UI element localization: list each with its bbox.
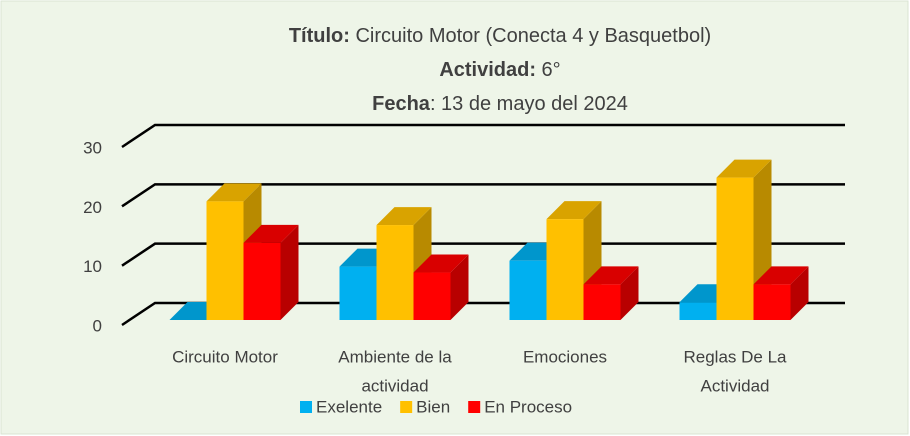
bar-top [376, 207, 432, 226]
bar-front [753, 284, 791, 320]
chart-title: Actividad: 6° [439, 59, 560, 81]
bar-side [280, 224, 299, 320]
title-text: 6° [536, 59, 561, 81]
bar-front [376, 225, 414, 320]
legend-label: En Proceso [484, 397, 572, 416]
bar-top [413, 254, 469, 273]
bar-front [546, 219, 584, 320]
grid-line [121, 123, 845, 149]
bar-top [546, 201, 602, 220]
bar-top [753, 266, 809, 285]
bar [753, 266, 809, 320]
title-bold: Título: [289, 25, 350, 47]
bar-front [509, 260, 547, 320]
legend-swatch [300, 401, 312, 413]
legend-label: Exelente [316, 397, 382, 416]
bar-front [679, 302, 717, 320]
bar-front [206, 201, 244, 320]
grid-line [121, 242, 845, 267]
chart-title: Título: Circuito Motor (Conecta 4 y Basq… [289, 25, 711, 47]
bar-top [716, 159, 772, 178]
title-bold: Actividad: [439, 59, 536, 81]
bar-side [620, 266, 639, 320]
y-tick-label: 30 [83, 138, 102, 157]
title-text: Circuito Motor (Conecta 4 y Basquetbol) [350, 25, 711, 47]
bar [546, 201, 602, 320]
bar [243, 224, 299, 320]
grid-line [121, 183, 845, 208]
x-tick-label: Circuito Motor [172, 347, 278, 366]
y-tick-label: 20 [83, 198, 102, 217]
bar-front [243, 242, 281, 320]
bar-front [413, 272, 451, 320]
chart-title: Fecha: 13 de mayo del 2024 [372, 93, 628, 115]
bar-front [716, 177, 754, 320]
bar-side [450, 254, 469, 320]
x-tick-label: Ambiente de la [338, 347, 452, 366]
x-tick-label: actividad [361, 376, 428, 395]
legend-swatch [400, 401, 413, 413]
legend-label: Bien [416, 397, 450, 416]
title-text: : 13 de mayo del 2024 [430, 93, 628, 115]
bar [583, 266, 639, 320]
title-bold: Fecha [372, 93, 431, 115]
bar-top [243, 224, 299, 243]
bar-side [790, 266, 809, 320]
bar-top [583, 266, 639, 285]
bar-front [583, 284, 621, 320]
x-tick-label: Emociones [523, 347, 607, 366]
x-tick-label: Reglas De La [683, 347, 787, 366]
bar [413, 254, 469, 320]
x-tick-label: Actividad [701, 376, 770, 395]
legend-swatch [468, 401, 481, 413]
bar-top [206, 183, 262, 202]
y-tick-label: 10 [83, 257, 102, 276]
y-tick-label: 0 [93, 316, 102, 335]
bar-front [339, 266, 377, 320]
